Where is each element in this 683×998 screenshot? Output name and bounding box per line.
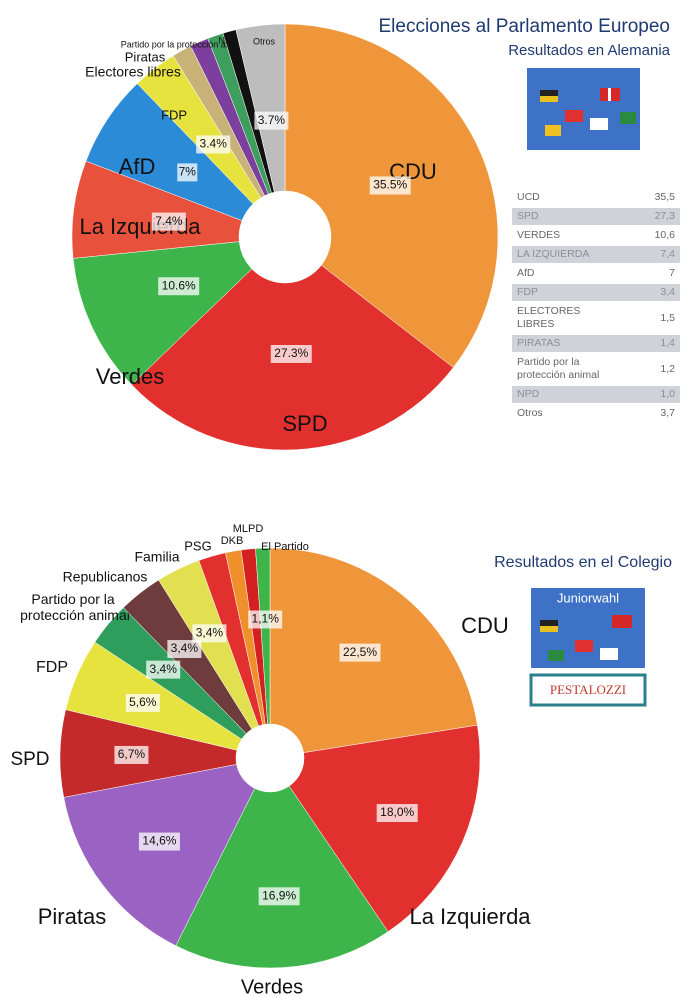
slice-name: Verdes [241,976,303,998]
slice-name: SPD [10,749,49,770]
slice-name: Familia [134,549,179,565]
donut-hole [239,191,331,283]
table-cell: 7,4 [617,246,680,263]
chart-subtitle: Resultados en Alemania [508,42,670,59]
chart-title: Elecciones al Parlamento Europeo [378,16,670,37]
value-label: 3,4% [196,626,224,640]
table-cell: 35,5 [617,189,680,206]
value-label: 3.4% [200,137,228,151]
table-cell: SPD [512,208,617,225]
slice-name: Verdes [96,364,165,389]
slice-name: Piratas [125,49,166,64]
slice-name: FDP [161,107,187,122]
slice-name: CDU [461,613,509,638]
value-label: 3.7% [258,113,286,127]
flag-image [527,68,640,150]
slice-name: Piratas [38,904,106,929]
table-cell: 10,6 [617,227,680,244]
value-label: 22,5% [343,645,377,659]
value-label: 35.5% [373,178,407,192]
value-label: 6,7% [118,747,146,761]
slice-name: AfD [119,154,156,179]
slice-name: Partido por la protección animal [20,591,130,623]
table-cell: 27,3 [617,208,680,225]
value-label: 7% [179,165,197,179]
table-cell: 1,4 [617,335,680,352]
slice-name: MLPD [233,523,264,535]
slice-name: SPD [282,411,327,436]
table-cell: 3,4 [617,284,680,301]
slice-name: DKB [221,535,244,547]
table-cell: FDP [512,284,617,301]
value-label: 3,4% [150,662,178,676]
table-cell: Otros [512,405,617,422]
table-cell: 1,0 [617,386,680,403]
slice-name: PSG [184,538,211,553]
table-cell: Partido por la protección animal [512,354,617,384]
chart-title: Resultados en el Colegio [494,554,672,571]
value-label: 14,6% [142,834,176,848]
value-label: 7.4% [155,214,183,228]
slice-name: La Izquierda [409,904,531,929]
value-label: 16,9% [262,888,296,902]
logo-text: PESTALOZZI [550,682,626,697]
slice-name: FDP [36,659,68,676]
value-label: 1,1% [252,612,280,626]
value-label: 10.6% [162,278,196,292]
table-cell: 1,5 [617,303,680,333]
value-label: 18,0% [380,805,414,819]
table-cell: LA IZQUIERDA [512,246,617,263]
chart: Elecciones al Parlamento Europeo Resulta… [0,0,683,998]
logo-text: Juniorwahl [557,590,619,605]
table-cell: VERDES [512,227,617,244]
slice-name: Electores libres [85,64,181,80]
table-cell: UCD [512,189,617,206]
table-cell: ELECTORES LIBRES [512,303,617,333]
slice-name: El Partido [261,541,309,553]
page: Elecciones al Parlamento Europeo Resulta… [0,0,683,998]
table-cell: 3,7 [617,405,680,422]
table-cell: 7 [617,265,680,282]
value-label: 3,4% [171,641,199,655]
slice-name: Otros [253,36,276,46]
value-label: 27.3% [274,346,308,360]
donut-hole [236,724,304,792]
slice-name: NPD [218,35,238,45]
table-cell: NPD [512,386,617,403]
table-cell: AfD [512,265,617,282]
slice-name: Republicanos [63,569,148,585]
table-cell: PIRATAS [512,335,617,352]
table-cell: 1,2 [617,354,680,384]
value-label: 5,6% [129,695,157,709]
